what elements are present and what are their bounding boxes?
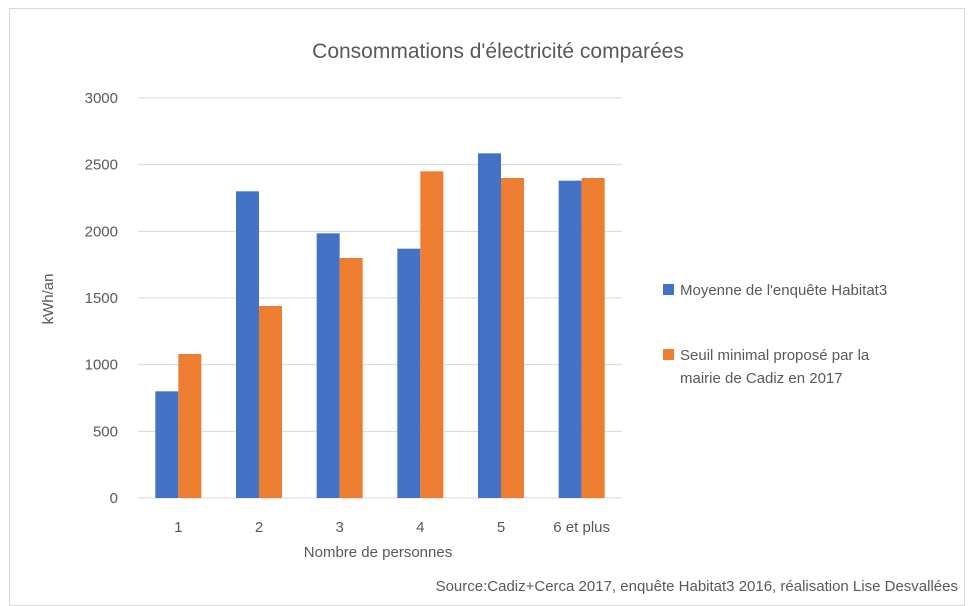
bar-moyenne-6 xyxy=(558,180,582,498)
x-axis-ticks: 1 2 3 4 5 6 et plus xyxy=(174,519,610,536)
source-note: Source:Cadiz+Cerca 2017, enquête Habitat… xyxy=(436,578,958,595)
x-tick-label: 4 xyxy=(416,519,424,536)
y-tick-label: 3000 xyxy=(85,90,118,107)
chart-title: Consommations d'électricité comparées xyxy=(312,40,684,63)
bar-seuil-3 xyxy=(339,258,363,498)
bar-moyenne-3 xyxy=(316,233,340,499)
x-axis-label: Nombre de personnes xyxy=(304,544,452,561)
bar-moyenne-4 xyxy=(397,248,421,498)
y-tick-label: 1500 xyxy=(85,290,118,307)
x-tick-label: 2 xyxy=(255,519,263,536)
x-tick-label: 5 xyxy=(497,519,505,536)
x-tick-label: 6 et plus xyxy=(553,519,610,536)
y-axis-ticks: 0 500 1000 1500 2000 2500 3000 xyxy=(85,90,118,507)
bar-seuil-2 xyxy=(259,306,282,498)
y-tick-label: 2000 xyxy=(85,223,118,240)
bar-seuil-6 xyxy=(581,178,605,498)
legend-swatch-moyenne xyxy=(663,284,674,295)
y-tick-label: 1000 xyxy=(85,357,118,374)
bar-seuil-1 xyxy=(178,354,202,498)
gridlines xyxy=(138,97,622,499)
y-axis-label: kWh/an xyxy=(40,274,57,325)
bar-moyenne-5 xyxy=(478,153,501,499)
x-tick-label: 3 xyxy=(335,519,343,536)
legend-label-moyenne: Moyenne de l'enquête Habitat3 xyxy=(680,282,887,299)
y-tick-label: 0 xyxy=(110,490,118,507)
y-tick-label: 2500 xyxy=(85,157,118,174)
y-tick-label: 500 xyxy=(93,423,118,440)
x-tick-label: 1 xyxy=(174,519,182,536)
bar-seuil-5 xyxy=(501,178,524,498)
legend-label-seuil: Seuil minimal proposé par la mairie de Ca… xyxy=(680,347,870,387)
bars xyxy=(155,153,605,499)
bar-seuil-4 xyxy=(420,171,444,499)
bar-moyenne-2 xyxy=(236,191,259,499)
legend: Moyenne de l'enquête Habitat3 Seuil minim… xyxy=(663,282,887,387)
bar-moyenne-1 xyxy=(155,391,179,498)
legend-swatch-seuil xyxy=(663,349,674,360)
